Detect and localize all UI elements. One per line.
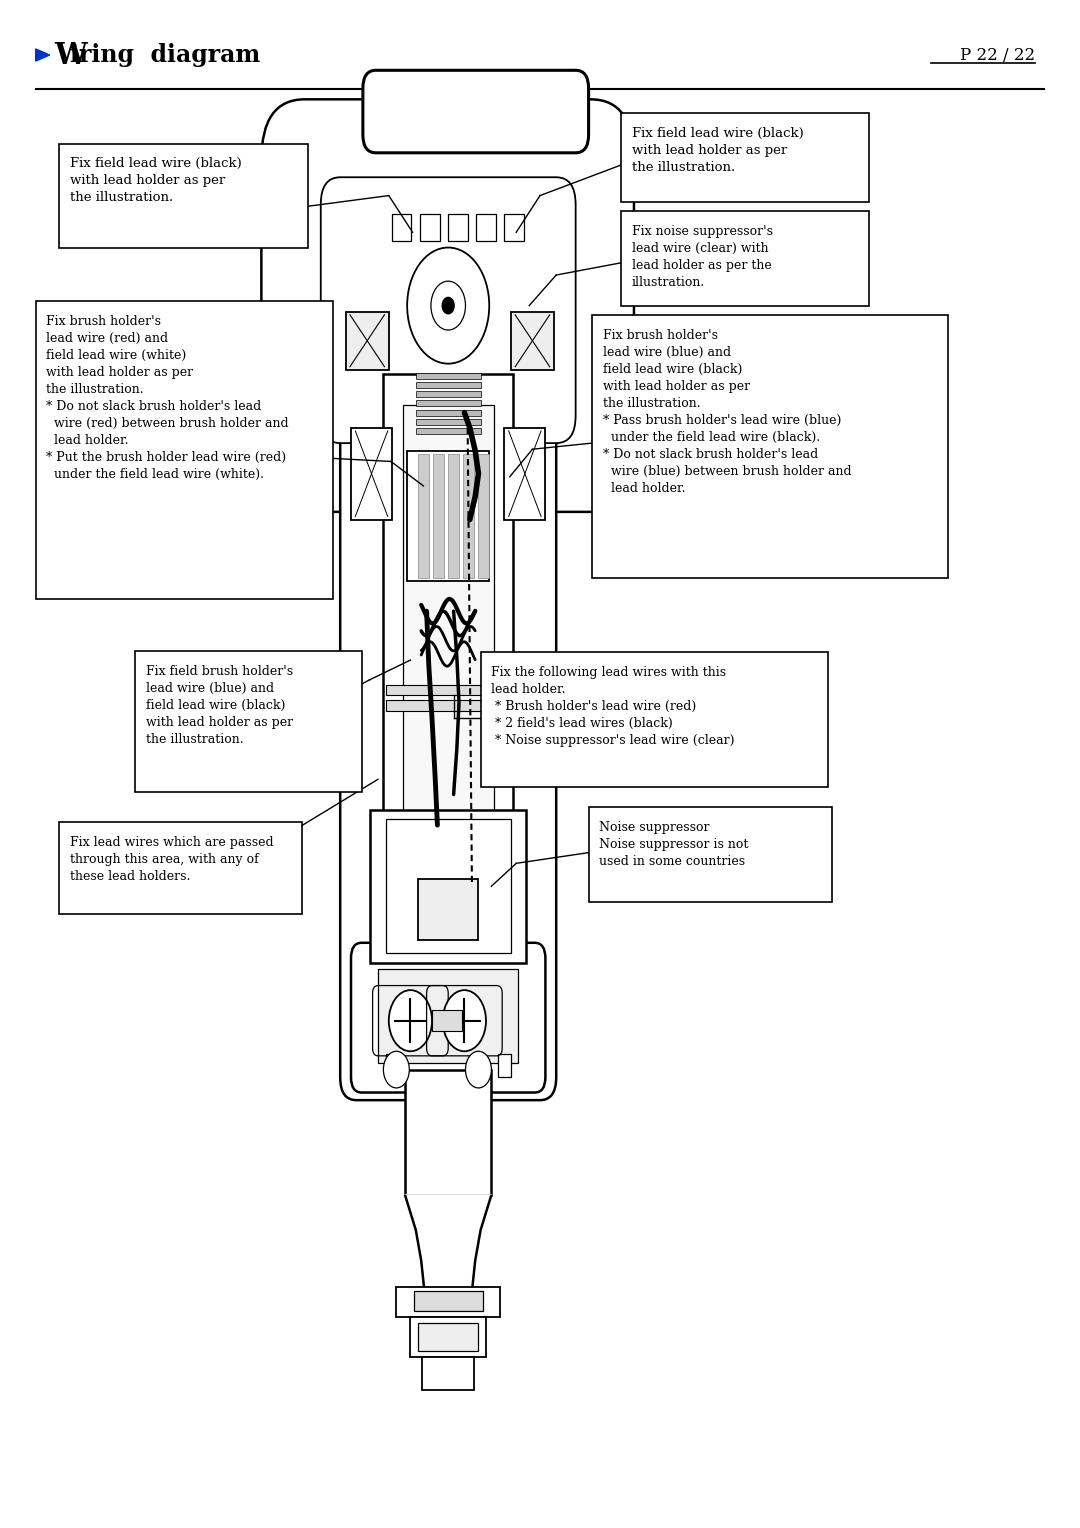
Bar (416, 373, 481, 379)
Bar (504, 214, 524, 241)
Text: P 22 / 22: P 22 / 22 (959, 46, 1035, 64)
Bar (433, 454, 444, 578)
FancyBboxPatch shape (363, 70, 589, 153)
Bar (36, 301, 333, 599)
Bar (589, 807, 832, 902)
Text: Fix field lead wire (black)
with lead holder as per
the illustration.: Fix field lead wire (black) with lead ho… (70, 157, 242, 205)
Bar (448, 214, 468, 241)
Text: iring  diagram: iring diagram (70, 43, 260, 67)
Circle shape (407, 248, 489, 364)
Bar (414, 1291, 483, 1311)
Bar (386, 819, 511, 953)
Circle shape (465, 1051, 491, 1088)
Text: Fix field brush holder's
lead wire (blue) and
field lead wire (black)
with lead : Fix field brush holder's lead wire (blue… (146, 665, 293, 746)
Bar (418, 879, 478, 940)
Bar (383, 374, 513, 817)
Bar (392, 214, 411, 241)
FancyBboxPatch shape (340, 321, 556, 1100)
Bar (416, 428, 481, 434)
Bar (592, 315, 948, 578)
Bar (407, 451, 489, 581)
Bar (476, 214, 496, 241)
Bar (351, 428, 392, 520)
Bar (403, 405, 494, 817)
Bar (418, 1323, 478, 1351)
Text: Fix field lead wire (black)
with lead holder as per
the illustration.: Fix field lead wire (black) with lead ho… (632, 127, 804, 174)
Circle shape (383, 1051, 409, 1088)
Bar (416, 382, 481, 388)
Bar (386, 685, 511, 695)
Text: Fix brush holder's
lead wire (red) and
field lead wire (white)
with lead holder : Fix brush holder's lead wire (red) and f… (46, 315, 289, 481)
Circle shape (443, 990, 486, 1051)
Bar (59, 144, 308, 248)
Bar (463, 454, 474, 578)
Bar (416, 391, 481, 397)
FancyBboxPatch shape (351, 943, 545, 1093)
Text: Fix lead wires which are passed
through this area, with any of
these lead holder: Fix lead wires which are passed through … (70, 836, 274, 883)
Bar (396, 1287, 500, 1317)
Bar (135, 651, 362, 792)
Bar (481, 652, 828, 787)
Bar (386, 1054, 399, 1077)
Bar (416, 419, 481, 425)
Bar (420, 214, 440, 241)
Text: Fix brush holder's
lead wire (blue) and
field lead wire (black)
with lead holder: Fix brush holder's lead wire (blue) and … (603, 329, 851, 495)
Bar (416, 400, 481, 406)
Bar (59, 822, 302, 914)
Circle shape (389, 990, 432, 1051)
Bar (621, 211, 869, 306)
Bar (418, 454, 429, 578)
Text: HR2450T: HR2450T (419, 101, 531, 122)
Circle shape (443, 298, 454, 313)
Bar (478, 454, 489, 578)
Polygon shape (36, 49, 50, 61)
Bar (410, 1317, 486, 1357)
Polygon shape (405, 1195, 491, 1291)
Bar (498, 1054, 511, 1077)
Text: W: W (54, 41, 86, 69)
Text: Fix the following lead wires with this
lead holder.
 * Brush holder's lead wire : Fix the following lead wires with this l… (491, 666, 734, 747)
Bar (504, 428, 545, 520)
Bar (448, 454, 459, 578)
FancyBboxPatch shape (261, 99, 634, 512)
Text: Noise suppressor
Noise suppressor is not
used in some countries: Noise suppressor Noise suppressor is not… (599, 821, 748, 868)
Bar (422, 1357, 474, 1390)
Bar (405, 1070, 491, 1195)
Bar (386, 700, 511, 711)
Text: Fix noise suppressor's
lead wire (clear) with
lead holder as per the
illustratio: Fix noise suppressor's lead wire (clear)… (632, 225, 773, 289)
FancyBboxPatch shape (321, 177, 576, 443)
Bar (370, 810, 526, 963)
Bar (621, 113, 869, 202)
Bar (511, 312, 554, 370)
Bar (346, 312, 389, 370)
Circle shape (431, 281, 465, 330)
Bar (416, 410, 481, 416)
Bar (378, 969, 518, 1063)
Bar (432, 1010, 462, 1031)
